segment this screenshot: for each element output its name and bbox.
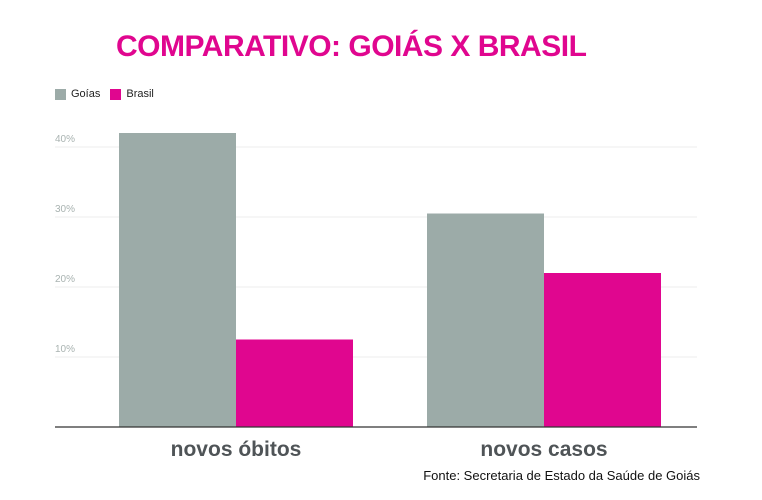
bar-brasil [236,339,353,427]
legend-swatch-brasil [110,88,122,100]
y-tick-label: 10% [55,344,75,355]
legend-label-goias: Goías [71,88,101,100]
y-tick-label: 30% [55,204,75,215]
x-category-label: novos óbitos [171,438,302,461]
bar-brasil [544,273,661,427]
bar-goias [427,213,544,427]
chart-title: COMPARATIVO: GOIÁS X BRASIL [116,30,587,63]
legend-swatch-goias [55,88,66,100]
y-tick-label: 40% [55,134,75,145]
x-category-label: novos casos [480,438,607,461]
legend-label-brasil: Brasil [126,88,154,100]
source-note: Fonte: Secretaria de Estado da Saúde de … [423,468,700,483]
legend: Goías Brasil [55,88,164,100]
legend-item-goias: Goías [55,88,100,100]
y-tick-label: 20% [55,274,75,285]
bar-goias [119,133,236,427]
legend-item-brasil: Brasil [110,88,154,100]
